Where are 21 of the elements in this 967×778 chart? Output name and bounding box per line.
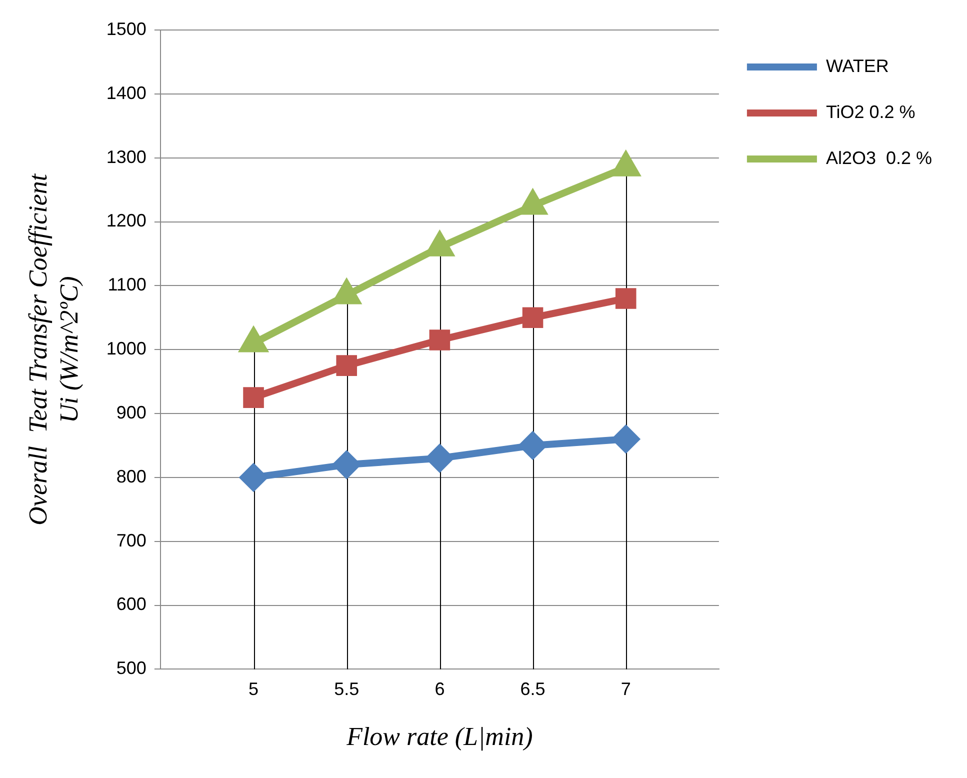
x-tick-label: 6.5 [520, 678, 546, 699]
legend-label: Al2O3 0.2 % [826, 148, 932, 168]
x-axis-title: Flow rate (L|min) [346, 722, 533, 752]
y-tick-label: 800 [116, 466, 146, 486]
y-tick-label: 1500 [106, 18, 146, 39]
y-tick-label: 900 [116, 402, 146, 422]
x-tick-label: 7 [620, 678, 631, 699]
y-tick-label: 1000 [106, 338, 146, 359]
y-tick-label: 700 [116, 530, 146, 550]
y-tick-label: 1100 [108, 274, 146, 295]
y-tick-label: 1300 [106, 146, 146, 167]
y-tick-label: 600 [116, 594, 146, 614]
y-tick-label: 1200 [106, 210, 146, 231]
y-axis-title: Overall Teat Transfer Coefficient Ui (W/m^2ºC) [23, 173, 84, 526]
y-tick-label: 500 [116, 658, 146, 678]
y-tick-label: 1400 [106, 82, 146, 103]
legend-label: TiO2 0.2 % [826, 102, 916, 122]
x-tick-label: 5.5 [334, 678, 360, 699]
x-tick-label: 5 [248, 678, 259, 699]
x-tick-label: 6 [434, 678, 445, 699]
legend-label: WATER [826, 56, 889, 76]
